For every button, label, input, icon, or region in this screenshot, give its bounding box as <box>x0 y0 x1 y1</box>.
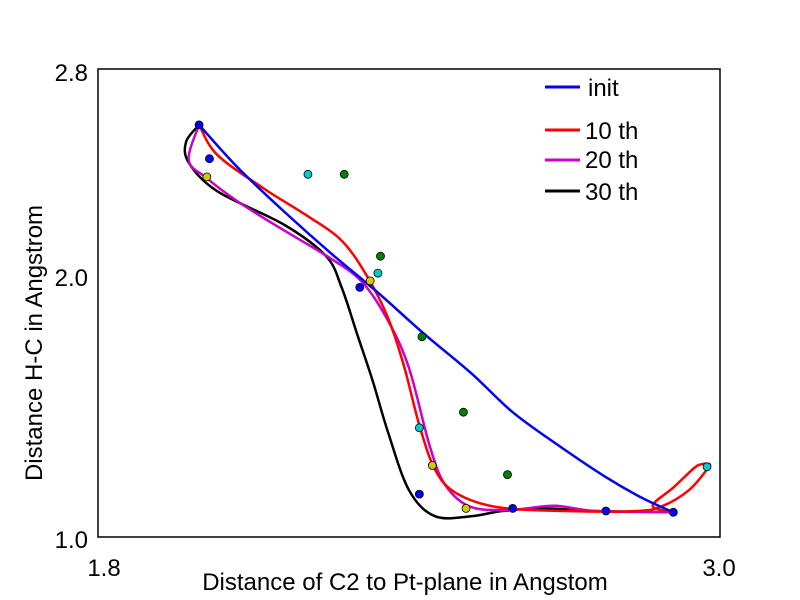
legend-label-30th: 30 th <box>585 179 638 206</box>
data-point-10th-3 <box>414 423 424 433</box>
data-point-30th-2 <box>355 282 365 292</box>
y-tick-label-bottom: 1.0 <box>55 527 88 554</box>
legend-label-init: init <box>588 75 619 102</box>
x-axis-title: Distance of C2 to Pt-plane in Angstom <box>202 569 608 596</box>
data-point-20th-1 <box>202 172 212 182</box>
data-point-30th-1 <box>205 154 214 164</box>
x-tick-label-right: 3.0 <box>702 555 735 582</box>
endpoint-marker-init-2 <box>668 507 678 517</box>
data-point-30th-5 <box>601 506 611 516</box>
data-point-init-4 <box>459 407 468 417</box>
series-line-20th <box>187 123 675 514</box>
series-line-init <box>197 123 675 514</box>
data-point-20th-4 <box>461 503 471 513</box>
markers-layer <box>194 120 712 517</box>
data-point-10th-2 <box>373 268 383 278</box>
y-tick-label-top: 2.8 <box>55 60 88 87</box>
data-point-init-1 <box>339 169 349 179</box>
endpoint-marker-init-1 <box>194 120 204 130</box>
legend-label-10th: 10 th <box>585 118 638 145</box>
data-point-30th-3 <box>414 489 424 499</box>
data-point-20th-3 <box>427 461 437 470</box>
data-point-10th-1 <box>303 169 313 179</box>
x-tick-label-left: 1.8 <box>87 555 120 582</box>
data-point-init-3 <box>417 332 427 342</box>
y-axis-title: Distance H-C in Angstrom <box>21 205 48 481</box>
y-tick-label-middle: 2.0 <box>55 265 88 292</box>
data-point-30th-4 <box>508 503 518 513</box>
data-point-init-2 <box>376 251 385 261</box>
data-point-10th-4 <box>702 462 712 472</box>
legend: init 10 th 20 th 30 th <box>545 75 638 206</box>
plot-frame <box>97 68 721 538</box>
series-line-10th <box>197 123 712 514</box>
data-point-init-5 <box>503 470 512 480</box>
legend-label-20th: 20 th <box>585 147 638 174</box>
data-point-20th-2 <box>365 276 375 286</box>
